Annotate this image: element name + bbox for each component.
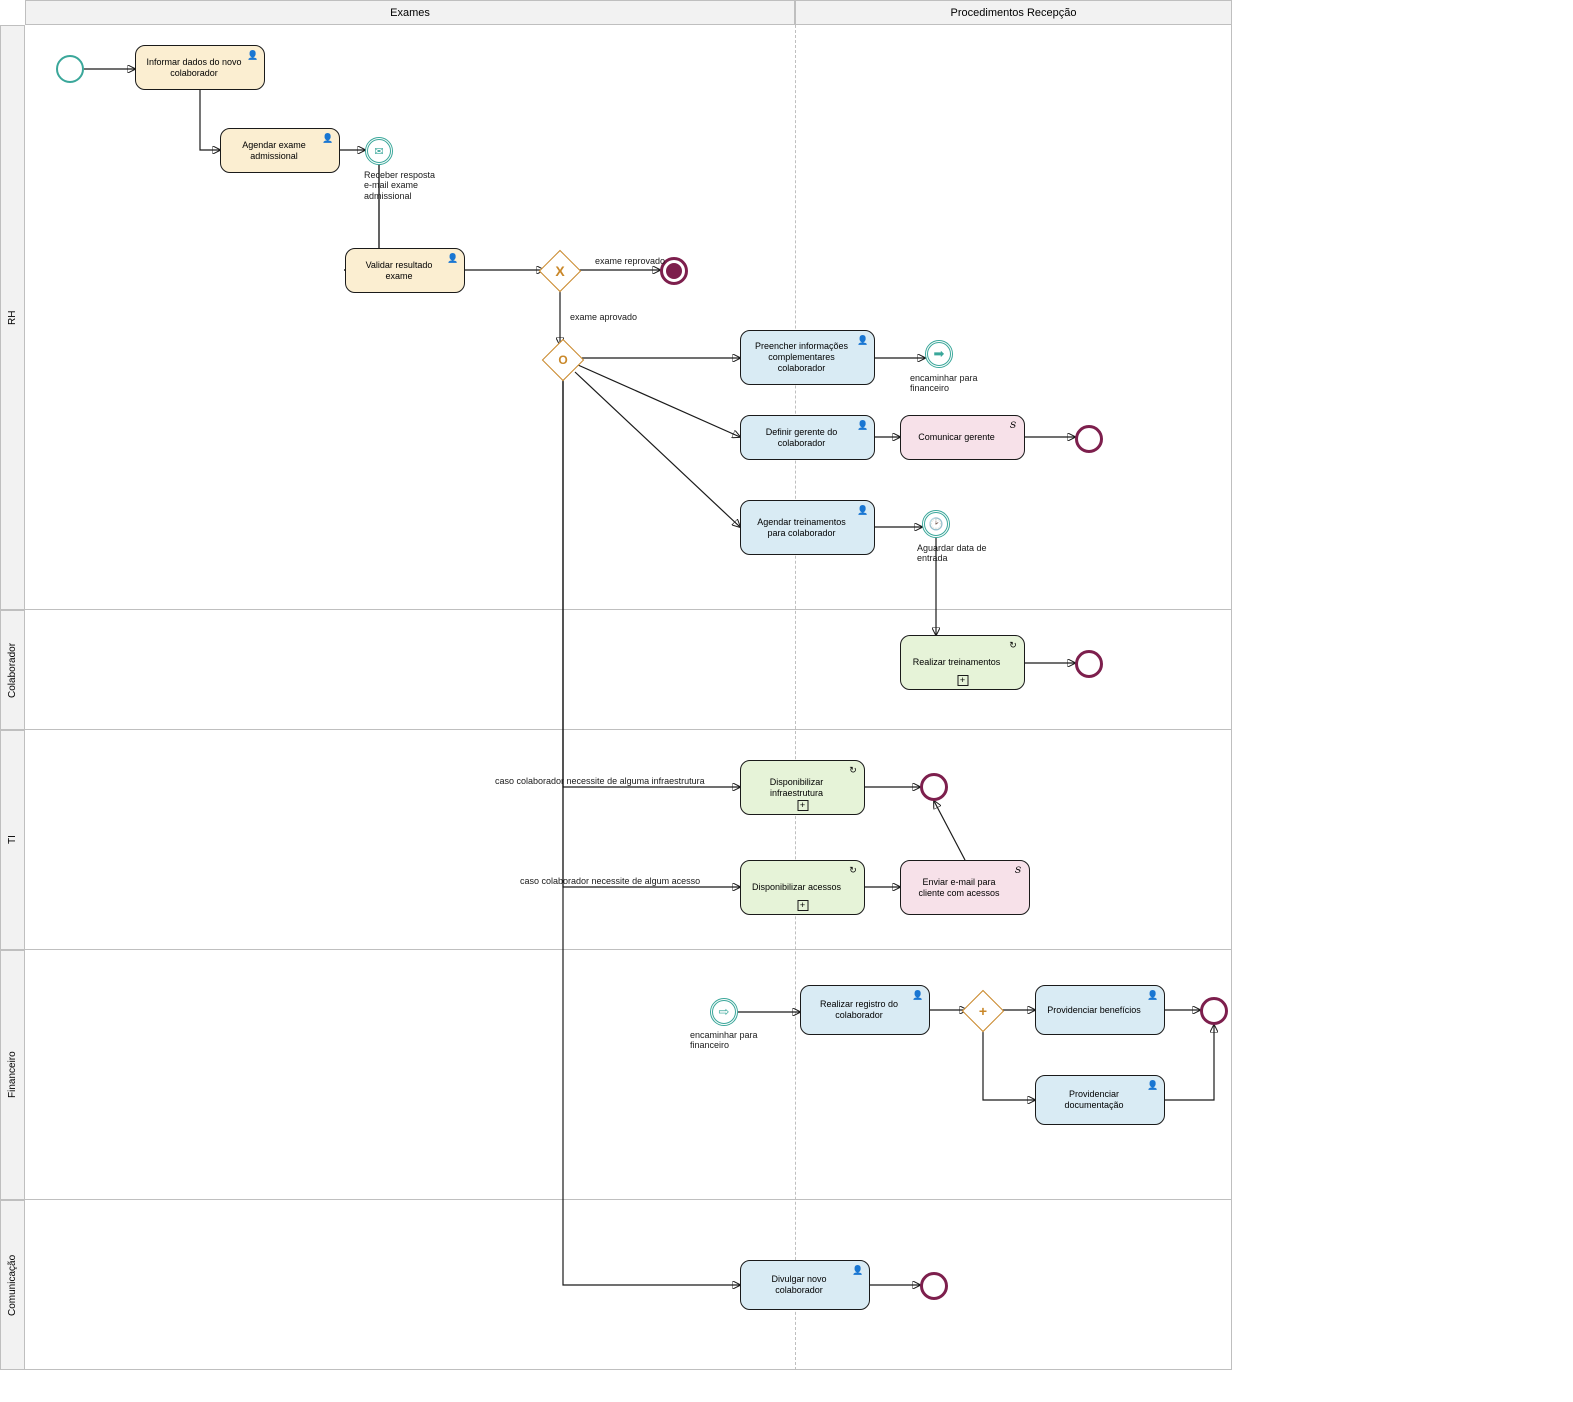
task-label: Disponibilizar infraestrutura bbox=[749, 777, 844, 799]
flow-label: caso colaborador necessite de alguma inf… bbox=[495, 776, 705, 786]
task-label: Agendar treinamentos para colaborador bbox=[749, 517, 854, 539]
subprocess-icon: + bbox=[957, 675, 968, 686]
arrow-right-icon: ⇨ bbox=[719, 1004, 730, 1020]
end-event bbox=[1075, 425, 1103, 453]
task-label: Preencher informações complementares col… bbox=[749, 341, 854, 373]
flow-label: caso colaborador necessite de algum aces… bbox=[520, 876, 700, 886]
task-disp-infra: Disponibilizar infraestrutura↻ + bbox=[740, 760, 865, 815]
col-header-exames: Exames bbox=[25, 0, 795, 25]
user-icon: 👤 bbox=[1147, 1080, 1159, 1092]
end-event bbox=[1075, 650, 1103, 678]
subprocess-icon: + bbox=[797, 800, 808, 811]
task-definir-ger: Definir gerente do colaborador👤 bbox=[740, 415, 875, 460]
link-throw-event: ➡ bbox=[925, 340, 953, 368]
event-label: encaminhar para financeiro bbox=[910, 373, 1000, 394]
task-enviar-email: Enviar e-mail para cliente com acessos𝑆 bbox=[900, 860, 1030, 915]
task-disp-acessos: Disponibilizar acessos ↻ + bbox=[740, 860, 865, 915]
task-label: Agendar exame admissional bbox=[229, 140, 319, 162]
loop-icon: ↻ bbox=[1007, 640, 1019, 652]
loop-icon: ↻ bbox=[847, 865, 859, 877]
col-header-recepcao: Procedimentos Recepção bbox=[795, 0, 1232, 25]
task-realizar-trein: Realizar treinamentos ↻ + bbox=[900, 635, 1025, 690]
user-icon: 👤 bbox=[447, 253, 459, 265]
task-label: Definir gerente do colaborador bbox=[749, 427, 854, 449]
task-label: Comunicar gerente bbox=[918, 432, 995, 443]
lane-ti: TI bbox=[0, 730, 25, 950]
end-event bbox=[920, 1272, 948, 1300]
link-catch-event: ⇨ bbox=[710, 998, 738, 1026]
arrow-right-icon: ➡ bbox=[934, 346, 945, 362]
user-icon: 👤 bbox=[857, 420, 869, 432]
lane-sep bbox=[25, 730, 1232, 950]
task-comunicar-ger: Comunicar gerente 𝑆 bbox=[900, 415, 1025, 460]
task-label: Realizar treinamentos bbox=[913, 657, 1001, 668]
task-realizar-reg: Realizar registro do colaborador👤 bbox=[800, 985, 930, 1035]
end-event bbox=[920, 773, 948, 801]
user-icon: 👤 bbox=[912, 990, 924, 1002]
user-icon: 👤 bbox=[857, 505, 869, 517]
lane-financeiro: Financeiro bbox=[0, 950, 25, 1200]
flow-label: exame reprovado bbox=[595, 256, 665, 266]
user-icon: 👤 bbox=[852, 1265, 864, 1277]
script-icon: 𝑆 bbox=[1012, 865, 1024, 877]
user-icon: 👤 bbox=[857, 335, 869, 347]
start-event bbox=[56, 55, 84, 83]
user-icon: 👤 bbox=[1147, 990, 1159, 1002]
lane-sep bbox=[25, 1200, 1232, 1370]
envelope-icon: ✉ bbox=[374, 145, 383, 158]
task-prov-doc: Providenciar documentação👤 bbox=[1035, 1075, 1165, 1125]
lane-comunicacao: Comunicação bbox=[0, 1200, 25, 1370]
script-icon: 𝑆 bbox=[1007, 420, 1019, 432]
user-icon: 👤 bbox=[247, 50, 259, 62]
task-label: Validar resultado exame bbox=[354, 260, 444, 282]
clock-icon: 🕑 bbox=[929, 517, 944, 531]
timer-event: 🕑 bbox=[922, 510, 950, 538]
task-prov-benef: Providenciar benefícios 👤 bbox=[1035, 985, 1165, 1035]
bpmn-canvas: Exames Procedimentos Recepção RH Colabor… bbox=[0, 0, 1573, 1402]
flow-label: exame aprovado bbox=[570, 312, 637, 322]
lane-colaborador: Colaborador bbox=[0, 610, 25, 730]
task-label: Divulgar novo colaborador bbox=[749, 1274, 849, 1296]
task-preencher: Preencher informações complementares col… bbox=[740, 330, 875, 385]
event-label: Receber resposta e-mail exame admissiona… bbox=[364, 170, 444, 201]
subprocess-icon: + bbox=[797, 900, 808, 911]
task-informar: Informar dados do novo colaborador👤 bbox=[135, 45, 265, 90]
user-icon: 👤 bbox=[322, 133, 334, 145]
lane-sep bbox=[25, 610, 1232, 730]
task-label: Informar dados do novo colaborador bbox=[144, 57, 244, 79]
task-label: Enviar e-mail para cliente com acessos bbox=[909, 877, 1009, 899]
task-label: Providenciar documentação bbox=[1044, 1089, 1144, 1111]
task-agendar-exame: Agendar exame admissional👤 bbox=[220, 128, 340, 173]
event-label: encaminhar para financeiro bbox=[690, 1030, 780, 1051]
task-validar: Validar resultado exame👤 bbox=[345, 248, 465, 293]
task-label: Realizar registro do colaborador bbox=[809, 999, 909, 1021]
lane-rh: RH bbox=[0, 25, 25, 610]
end-event bbox=[1200, 997, 1228, 1025]
task-agendar-trein: Agendar treinamentos para colaborador👤 bbox=[740, 500, 875, 555]
task-label: Disponibilizar acessos bbox=[752, 882, 841, 893]
message-catch-event: ✉ bbox=[365, 137, 393, 165]
task-label: Providenciar benefícios bbox=[1047, 1005, 1141, 1016]
task-divulgar: Divulgar novo colaborador👤 bbox=[740, 1260, 870, 1310]
loop-icon: ↻ bbox=[847, 765, 859, 777]
event-label: Aguardar data de entrada bbox=[917, 543, 997, 564]
